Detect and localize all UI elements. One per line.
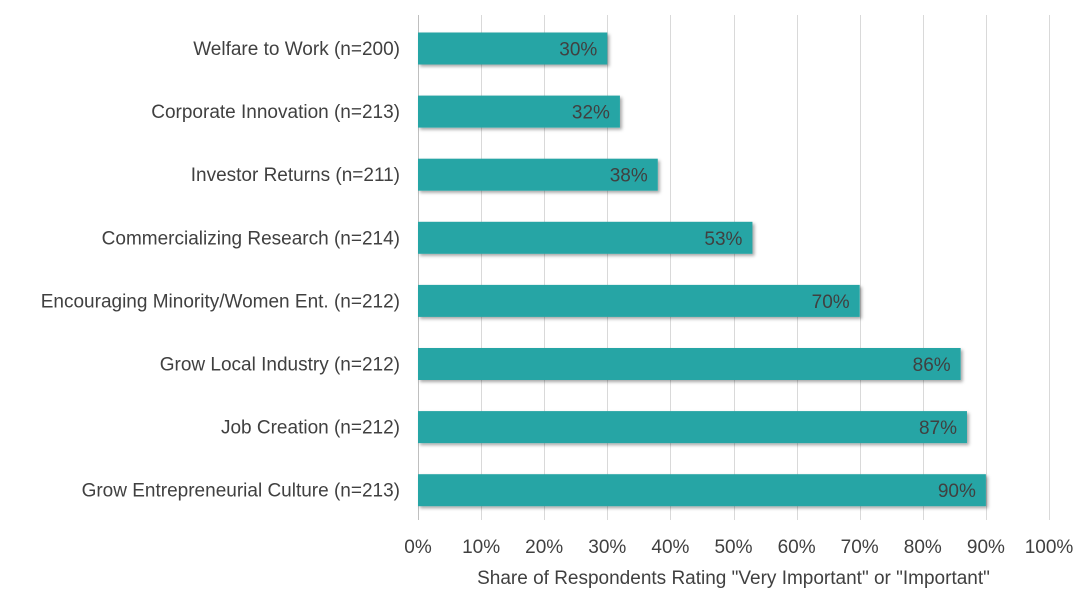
x-tick-label: 100% [1025, 537, 1074, 558]
category-label: Job Creation (n=212) [221, 418, 400, 439]
data-label: 32% [572, 103, 610, 124]
bars [418, 32, 986, 507]
data-label: 30% [559, 40, 597, 61]
category-label: Encouraging Minority/Women Ent. (n=212) [41, 291, 400, 312]
x-tick-label: 20% [525, 537, 563, 558]
category-label: Investor Returns (n=211) [191, 165, 400, 186]
data-label: 86% [913, 355, 951, 376]
bar [418, 221, 753, 254]
bar [418, 158, 658, 191]
bar [418, 284, 860, 317]
data-label: 90% [938, 481, 976, 502]
x-tick-label: 40% [651, 537, 689, 558]
category-label: Grow Entrepreneurial Culture (n=213) [82, 481, 400, 502]
x-tick-label: 70% [841, 537, 879, 558]
x-tick-label: 30% [588, 537, 626, 558]
x-tick-label: 80% [904, 537, 942, 558]
data-label: 38% [610, 166, 648, 187]
x-tick-label: 60% [778, 537, 816, 558]
data-label: 70% [812, 292, 850, 313]
category-label: Commercializing Research (n=214) [102, 228, 400, 249]
x-tick-label: 0% [404, 537, 432, 558]
x-tick-labels: 0% 10% 20% 30% 40% 50% 60% 70% 80% 90% 100% [404, 537, 1073, 558]
gridlines [418, 15, 1050, 520]
category-label: Corporate Innovation (n=213) [151, 102, 400, 123]
data-labels: 30% 32% 38% 53% 70% 86% 87% 90% [559, 40, 976, 503]
category-label: Welfare to Work (n=200) [193, 39, 400, 60]
x-tick-label: 90% [967, 537, 1005, 558]
x-tick-label: 50% [714, 537, 752, 558]
bar [418, 474, 986, 507]
category-labels: Welfare to Work (n=200) Corporate Innovat… [41, 39, 400, 502]
bar [418, 411, 967, 444]
data-label: 53% [704, 229, 742, 250]
bar [418, 32, 608, 65]
data-label: 87% [919, 418, 957, 439]
x-axis-title: Share of Respondents Rating "Very Import… [477, 568, 990, 589]
bar [418, 95, 620, 128]
bar [418, 348, 961, 380]
x-tick-label: 10% [462, 537, 500, 558]
category-label: Grow Local Industry (n=212) [160, 355, 400, 376]
